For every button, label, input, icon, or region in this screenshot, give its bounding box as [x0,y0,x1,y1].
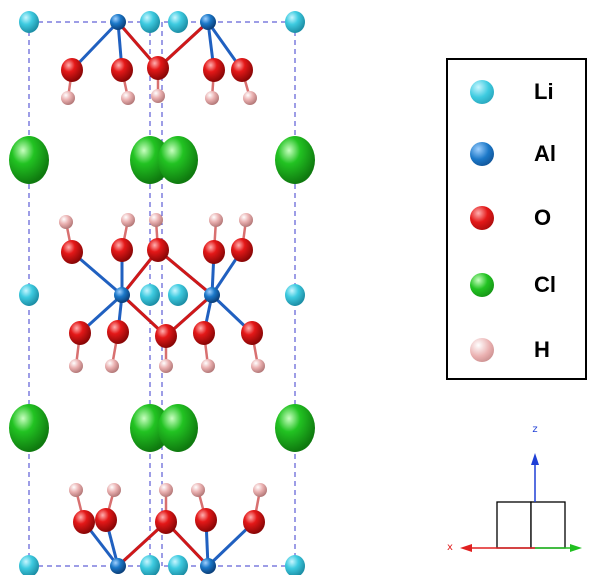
li-atom [285,284,305,306]
o-atom [231,238,253,262]
al-atom [110,558,126,574]
legend-label-li: Li [534,79,554,104]
al-atom [200,14,216,30]
o-atom [61,240,83,264]
o-atom [243,510,265,534]
h-atom [209,213,223,227]
h-atom [253,483,267,497]
legend-label-o: O [534,205,552,230]
h-atom [205,91,219,105]
legend-label-cl: Cl [534,272,556,297]
z-arrow-icon [531,453,539,465]
y-arrow-icon [570,544,582,552]
li-atom [140,555,160,575]
h-atom [239,213,253,227]
h-atom [121,91,135,105]
o-swatch-icon [470,206,494,230]
legend-item-li: Li [448,72,589,112]
h-atom [59,215,73,229]
cl-atom [9,136,49,184]
legend-label-al: Al [534,141,556,166]
o-atom [73,510,95,534]
o-atom [203,58,225,82]
h-atom [159,359,173,373]
legend-label-h: H [534,337,550,362]
h-atom [105,359,119,373]
h-atom [149,213,163,227]
li-atom [168,555,188,575]
axis-box-right [530,501,566,549]
o-atom [69,321,91,345]
al-atom [110,14,126,30]
h-atom [201,359,215,373]
o-atom [155,324,177,348]
li-atom [285,11,305,33]
li-atom [19,11,39,33]
h-atom [61,91,75,105]
h-atom [121,213,135,227]
atoms [9,11,315,575]
h-atom [69,359,83,373]
li-atom [19,284,39,306]
o-atom [111,238,133,262]
cl-atom [9,404,49,452]
al-swatch-icon [470,142,494,166]
o-atom [107,320,129,344]
o-atom [111,58,133,82]
o-atom [147,56,169,80]
cl-atom [130,404,170,452]
o-atom [241,321,263,345]
legend-item-o: O [448,198,589,238]
o-atom [231,58,253,82]
legend-item-h: H [448,330,589,370]
cl-atom [158,404,198,452]
li-atom [140,284,160,306]
x-axis-label: x [447,542,453,553]
al-atom [204,287,220,303]
axis-indicator: z x [447,424,582,553]
o-atom [203,240,225,264]
h-atom [251,359,265,373]
o-atom [155,510,177,534]
o-atom [95,508,117,532]
o-o-bond [157,248,213,297]
h-atom [191,483,205,497]
legend: Li Al O Cl H [446,58,587,380]
h-atom [159,483,173,497]
z-axis-label: z [532,424,537,435]
li-atom [19,555,39,575]
h-swatch-icon [470,338,494,362]
cl-swatch-icon [470,273,494,297]
li-atom [140,11,160,33]
cl-atom [275,404,315,452]
axis-box-left [496,501,532,549]
h-atom [151,89,165,103]
o-atom [195,508,217,532]
cl-atom [275,136,315,184]
o-atom [193,321,215,345]
x-arrow-icon [460,544,472,552]
li-atom [285,555,305,575]
li-swatch-icon [470,80,494,104]
al-atom [200,558,216,574]
h-atom [243,91,257,105]
li-atom [168,11,188,33]
o-atom [147,238,169,262]
al-atom [114,287,130,303]
li-atom [168,284,188,306]
cl-atom [158,136,198,184]
cl-atom [130,136,170,184]
legend-item-cl: Cl [448,265,589,305]
crystal-structure [9,11,315,575]
h-atom [69,483,83,497]
h-atom [107,483,121,497]
o-atom [61,58,83,82]
legend-item-al: Al [448,134,589,174]
